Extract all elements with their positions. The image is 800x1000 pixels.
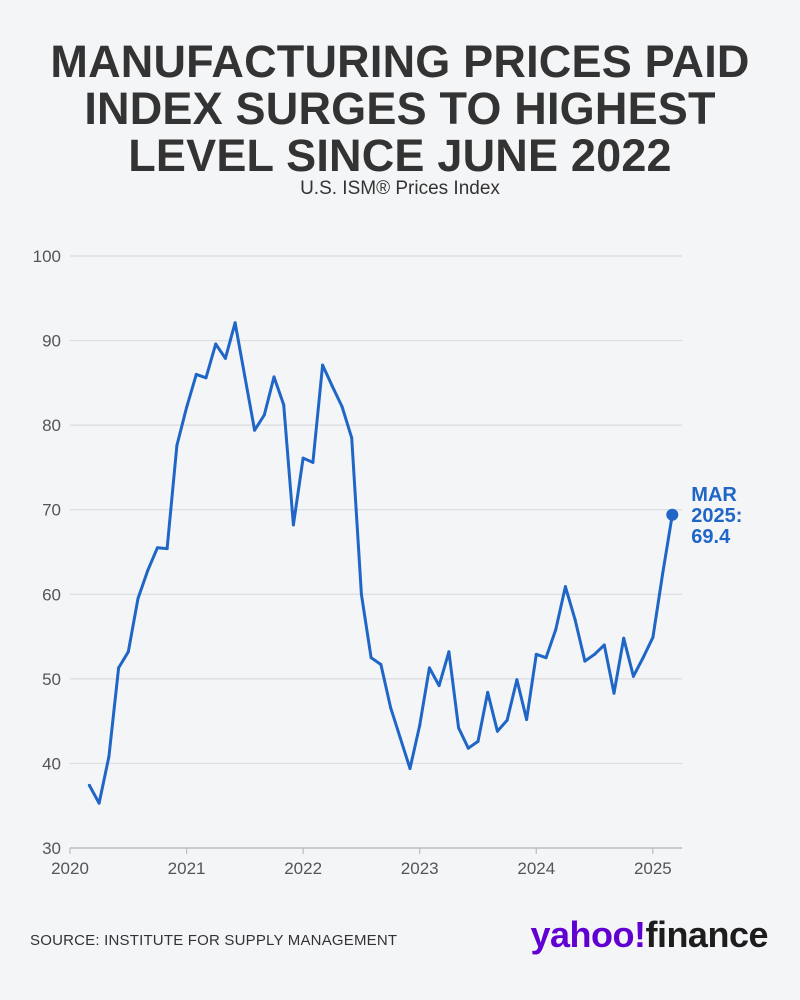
data-point-44 — [515, 678, 519, 682]
data-point-32 — [398, 736, 402, 740]
data-point-33 — [408, 767, 412, 771]
title-line-1: MANUFACTURING PRICES PAID — [50, 36, 750, 87]
data-point-56 — [631, 674, 635, 678]
x-tick-2025: 2025 — [634, 859, 672, 878]
data-point-27 — [350, 436, 354, 440]
data-point-59 — [661, 572, 665, 576]
latest-value-annotation: MAR 2025: 69.4 — [691, 484, 748, 548]
x-tick-2020: 2020 — [51, 859, 89, 878]
data-point-18 — [262, 413, 266, 417]
latest-point-marker — [666, 508, 679, 521]
data-point-52 — [593, 652, 597, 656]
y-tick-80: 80 — [42, 416, 61, 435]
data-point-29 — [369, 656, 373, 660]
x-tick-2023: 2023 — [401, 859, 439, 878]
data-point-58 — [651, 635, 655, 639]
y-tick-100: 100 — [33, 247, 61, 266]
data-point-23 — [311, 460, 315, 464]
data-point-57 — [641, 656, 645, 660]
logo-finance: finance — [645, 914, 768, 955]
data-point-55 — [622, 636, 626, 640]
data-point-17 — [253, 428, 257, 432]
data-point-42 — [495, 729, 499, 733]
data-point-38 — [457, 726, 461, 730]
source-note: SOURCE: INSTITUTE FOR SUPPLY MANAGEMENT — [30, 932, 398, 949]
logo-yahoo: yahoo! — [530, 914, 646, 955]
data-point-7 — [155, 546, 159, 550]
data-point-47 — [544, 656, 548, 660]
data-point-46 — [534, 652, 538, 656]
annotation-line-2: 2025: — [691, 505, 742, 527]
data-point-53 — [602, 643, 606, 647]
data-point-54 — [612, 691, 616, 695]
data-point-5 — [136, 597, 140, 601]
x-tick-labels: 2020 2021 2022 2023 2024 2025 — [51, 848, 672, 878]
data-point-11 — [194, 372, 198, 376]
data-point-43 — [505, 718, 509, 722]
y-tick-40: 40 — [42, 754, 61, 773]
yahoo-finance-logo: yahoo!finance — [530, 914, 768, 956]
x-tick-2022: 2022 — [284, 859, 322, 878]
data-point-50 — [573, 618, 577, 622]
data-point-0 — [87, 783, 91, 787]
chart-subtitle: U.S. ISM® Prices Index — [300, 178, 500, 199]
data-point-12 — [204, 376, 208, 380]
y-tick-70: 70 — [42, 501, 61, 520]
data-point-6 — [146, 569, 150, 573]
data-point-24 — [321, 363, 325, 367]
data-point-51 — [583, 659, 587, 663]
title-line-3: LEVEL SINCE JUNE 2022 — [128, 130, 672, 181]
data-point-13 — [214, 342, 218, 346]
data-point-48 — [554, 628, 558, 632]
data-point-39 — [466, 746, 470, 750]
x-tick-2021: 2021 — [168, 859, 206, 878]
data-point-25 — [330, 384, 334, 388]
data-point-30 — [379, 662, 383, 666]
data-point-19 — [272, 375, 276, 379]
data-point-16 — [243, 375, 247, 379]
data-point-1 — [97, 801, 101, 805]
data-point-34 — [418, 723, 422, 727]
y-tick-60: 60 — [42, 585, 61, 604]
data-point-14 — [223, 356, 227, 360]
data-point-41 — [486, 690, 490, 694]
data-point-35 — [427, 666, 431, 670]
data-point-9 — [175, 443, 179, 447]
annotation-line-3: 69.4 — [691, 526, 731, 548]
data-point-2 — [107, 755, 111, 759]
y-tick-90: 90 — [42, 332, 61, 351]
data-point-49 — [563, 585, 567, 589]
y-tick-labels: 30 40 50 60 70 80 90 100 — [33, 247, 61, 858]
annotation-line-1: MAR — [691, 484, 737, 506]
series-line — [87, 321, 674, 805]
chart-title: MANUFACTURING PRICES PAID INDEX SURGES T… — [20, 38, 780, 179]
data-point-31 — [389, 706, 393, 710]
data-point-22 — [301, 456, 305, 460]
data-point-8 — [165, 547, 169, 551]
data-point-4 — [126, 650, 130, 654]
data-point-45 — [525, 717, 529, 721]
x-tick-2024: 2024 — [517, 859, 555, 878]
data-point-15 — [233, 321, 237, 325]
data-point-26 — [340, 405, 344, 409]
grid-lines — [70, 255, 682, 849]
data-point-36 — [437, 684, 441, 688]
data-point-40 — [476, 739, 480, 743]
y-tick-30: 30 — [42, 839, 61, 858]
data-point-3 — [117, 666, 121, 670]
y-tick-50: 50 — [42, 670, 61, 689]
data-point-37 — [447, 650, 451, 654]
title-line-2: INDEX SURGES TO HIGHEST — [84, 83, 716, 134]
data-points — [87, 321, 674, 805]
data-point-21 — [291, 523, 295, 527]
data-point-10 — [185, 405, 189, 409]
data-point-28 — [359, 592, 363, 596]
data-point-20 — [282, 403, 286, 407]
